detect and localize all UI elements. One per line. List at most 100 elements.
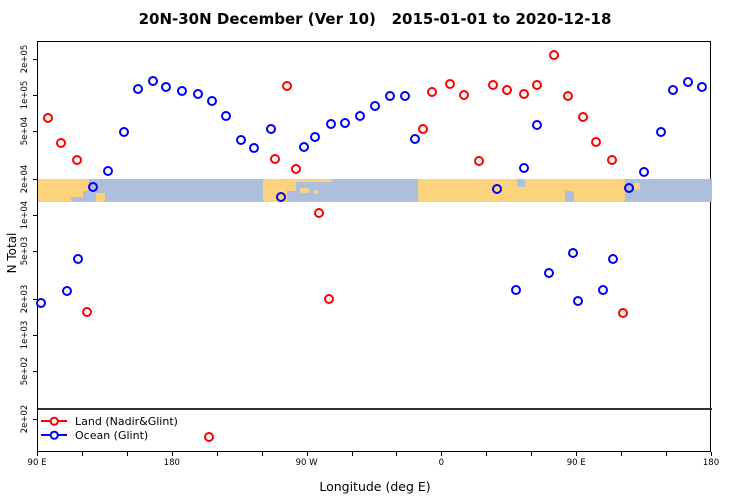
data-point-land — [459, 89, 470, 100]
data-point-land — [502, 85, 513, 96]
y-tick-mark — [33, 418, 37, 420]
data-point-ocean — [410, 133, 421, 144]
data-point-land — [445, 78, 456, 89]
data-point-ocean — [544, 267, 555, 278]
data-point-land — [290, 163, 301, 174]
x-tick-mark — [396, 452, 398, 456]
y-tick-label: 5e+02 — [20, 356, 30, 386]
data-point-ocean — [656, 127, 667, 138]
x-tick-mark — [261, 452, 263, 456]
legend-item-land: Land (Nadir&Glint) — [41, 414, 178, 428]
x-tick-mark — [126, 452, 128, 456]
data-point-ocean — [639, 166, 650, 177]
data-point-land — [55, 137, 66, 148]
y-tick-label: 5e+03 — [20, 236, 30, 266]
y-tick-mark — [33, 251, 37, 253]
data-point-ocean — [492, 183, 503, 194]
x-tick-mark — [81, 452, 83, 456]
data-point-ocean — [160, 81, 171, 92]
data-point-ocean — [176, 85, 187, 96]
data-point-ocean — [354, 111, 365, 122]
data-point-ocean — [102, 166, 113, 177]
data-point-ocean — [298, 141, 309, 152]
y-tick-mark — [33, 335, 37, 336]
map-land-segment — [300, 188, 310, 194]
y-tick-mark — [33, 95, 37, 96]
data-point-land — [281, 81, 292, 92]
data-point-ocean — [325, 118, 336, 129]
y-tick-label: 2e+02 — [20, 404, 30, 434]
data-point-land — [427, 86, 438, 97]
data-point-ocean — [132, 84, 143, 95]
data-point-land — [578, 112, 589, 123]
x-tick-label: 180 — [163, 458, 180, 468]
map-land-segment — [38, 178, 83, 202]
data-point-ocean — [206, 96, 217, 107]
data-point-ocean — [35, 297, 46, 308]
x-tick-mark — [216, 452, 218, 456]
legend-circle-icon — [49, 416, 59, 426]
map-ocean-notch — [517, 178, 525, 187]
x-tick-label: 180 — [702, 458, 720, 468]
map-ocean-notch — [565, 191, 575, 202]
y-tick-label: 2e+04 — [20, 164, 30, 194]
legend-label-land: Land (Nadir&Glint) — [75, 414, 178, 428]
y-tick-label: 1e+03 — [20, 320, 30, 350]
data-point-ocean — [370, 100, 381, 111]
map-ocean-notch — [70, 196, 83, 202]
data-point-ocean — [598, 285, 609, 296]
data-point-ocean — [668, 85, 679, 95]
data-point-land — [591, 136, 602, 147]
y-tick-mark — [33, 58, 37, 60]
data-point-land — [532, 79, 543, 90]
data-point-ocean — [339, 118, 350, 128]
x-tick-label: 90 W — [295, 458, 318, 468]
y-tick-mark — [33, 371, 37, 373]
x-axis-title: Longitude (deg E) — [319, 479, 431, 494]
x-tick-mark — [37, 452, 38, 456]
data-point-ocean — [265, 123, 276, 134]
x-tick-mark — [486, 452, 488, 456]
data-point-ocean — [248, 142, 259, 153]
data-point-ocean — [532, 120, 543, 131]
data-point-ocean — [573, 295, 584, 306]
x-tick-mark — [171, 452, 173, 456]
chart-title: 20N-30N December (Ver 10) 2015-01-01 to … — [138, 10, 612, 28]
data-point-ocean — [309, 132, 320, 143]
map-land-segment — [634, 183, 641, 191]
data-point-land — [203, 431, 214, 442]
plot-area: Land (Nadir&Glint) Ocean (Glint) — [35, 41, 712, 452]
legend-label-ocean: Ocean (Glint) — [75, 428, 149, 442]
data-point-ocean — [118, 127, 129, 138]
data-point-ocean — [235, 134, 246, 145]
y-tick-mark — [33, 131, 37, 133]
data-point-ocean — [147, 75, 158, 86]
x-tick-mark — [711, 452, 712, 456]
data-point-ocean — [275, 191, 286, 202]
map-land-segment — [96, 192, 106, 202]
data-point-ocean — [384, 91, 395, 101]
data-point-land — [313, 207, 324, 218]
data-point-ocean — [511, 285, 522, 296]
data-point-ocean — [399, 91, 410, 101]
legend-circle-icon — [49, 430, 59, 440]
data-point-ocean — [192, 88, 203, 99]
x-tick-mark — [351, 452, 353, 456]
y-tick-mark — [33, 215, 37, 216]
data-point-land — [71, 154, 82, 165]
data-point-land — [323, 294, 334, 305]
x-tick-mark — [666, 452, 668, 456]
reference-line — [38, 408, 712, 410]
data-point-ocean — [87, 181, 98, 192]
map-land-segment — [295, 178, 332, 183]
x-tick-label: 90 E — [27, 458, 47, 468]
data-point-land — [618, 307, 629, 318]
x-tick-mark — [576, 452, 578, 456]
data-point-land — [269, 154, 280, 164]
data-point-ocean — [72, 253, 83, 264]
ocean-legend-symbol — [41, 429, 67, 441]
data-point-land — [488, 79, 499, 90]
y-tick-label: 1e+05 — [20, 80, 30, 110]
data-point-land — [563, 91, 574, 101]
